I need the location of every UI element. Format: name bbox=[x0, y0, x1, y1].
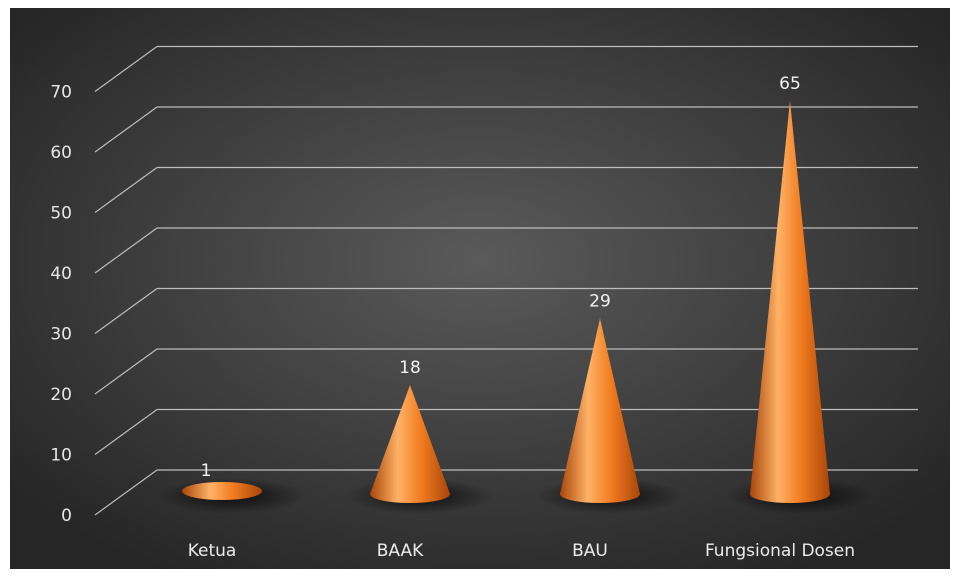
category-label: BAAK bbox=[377, 541, 424, 561]
y-tick-label: 40 bbox=[50, 264, 72, 284]
y-tick-label: 70 bbox=[50, 83, 72, 103]
gridline-diagonal bbox=[94, 46, 158, 92]
cones bbox=[182, 100, 830, 503]
y-tick-label: 0 bbox=[61, 506, 72, 526]
cone-mark bbox=[182, 482, 262, 500]
data-labels: 1 18 29 65 bbox=[201, 74, 801, 481]
y-tick-label: 20 bbox=[50, 385, 72, 405]
cone-mark bbox=[560, 318, 640, 503]
gridline-diagonal bbox=[94, 167, 158, 213]
gridline-diagonal bbox=[94, 348, 158, 395]
cone-mark bbox=[750, 100, 830, 503]
data-label: 65 bbox=[779, 74, 801, 94]
y-tick-label: 30 bbox=[50, 325, 72, 345]
gridline-diagonal bbox=[94, 288, 158, 334]
category-label: BAU bbox=[572, 541, 608, 561]
category-label: Fungsional Dosen bbox=[705, 541, 855, 561]
data-label: 1 bbox=[201, 461, 212, 481]
category-label: Ketua bbox=[188, 541, 237, 561]
gridline-diagonal bbox=[94, 469, 158, 516]
y-axis-ticks: 0 10 20 30 40 50 60 70 bbox=[50, 83, 72, 527]
y-tick-label: 60 bbox=[50, 143, 72, 163]
gridline-diagonal bbox=[94, 106, 158, 153]
data-label: 29 bbox=[589, 292, 611, 312]
cone-mark bbox=[370, 385, 450, 503]
y-tick-label: 10 bbox=[50, 446, 72, 466]
category-labels: Ketua BAAK BAU Fungsional Dosen bbox=[188, 541, 855, 561]
y-tick-label: 50 bbox=[50, 204, 72, 224]
gridline-diagonal bbox=[94, 409, 158, 455]
data-label: 18 bbox=[399, 358, 421, 378]
gridline-diagonal bbox=[94, 227, 158, 274]
